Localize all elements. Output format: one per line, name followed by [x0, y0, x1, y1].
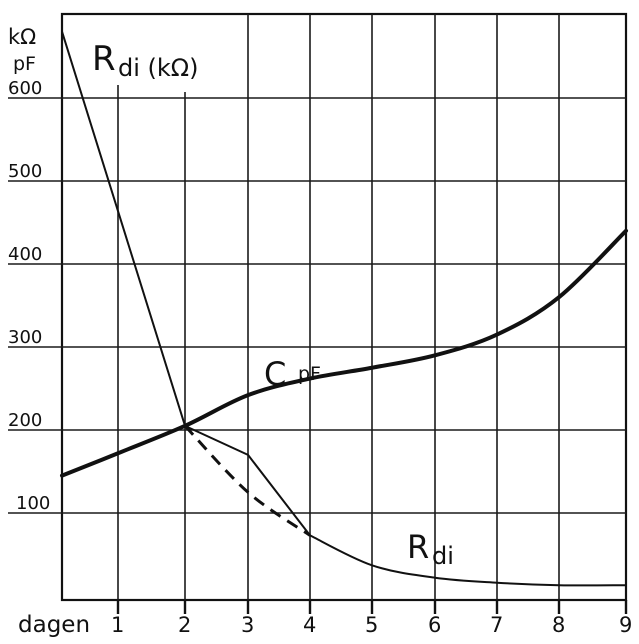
rdi-title-label: R di (kΩ): [92, 39, 199, 82]
y-tick-labels: 100 200 300 400 500 600: [8, 78, 50, 514]
cpf-curve: [60, 228, 628, 478]
x-tick-label: 3: [241, 613, 254, 637]
y-tick-label: 600: [8, 78, 42, 99]
x-tick-label: 7: [490, 613, 503, 637]
rdi-curve: [61, 31, 627, 587]
x-axis-label: dagen: [18, 612, 90, 638]
svg-text:R: R: [92, 39, 116, 79]
rdi-curve-label: R di: [407, 528, 454, 570]
series: [60, 31, 628, 587]
y-unit-kohm: kΩ: [8, 25, 36, 49]
x-tick-label: 4: [303, 613, 316, 637]
x-tick-labels: 1 2 3 4 5 6 7 8 9: [111, 613, 632, 637]
plot-frame: [60, 12, 628, 602]
x-tick-label: 8: [552, 613, 565, 637]
y-tick-label: 300: [8, 327, 42, 348]
rdi-dashed-curve: [183, 424, 311, 537]
svg-text:di (kΩ): di (kΩ): [118, 54, 199, 82]
svg-text:C: C: [264, 355, 286, 393]
x-tick-label: 2: [178, 613, 191, 637]
svg-text:pF: pF: [298, 363, 321, 385]
svg-text:di: di: [432, 542, 454, 570]
x-tick-label: 9: [619, 613, 632, 637]
x-tick-label: 5: [365, 613, 378, 637]
axis-ticks: [116, 600, 628, 614]
x-tick-label: 6: [428, 613, 441, 637]
svg-text:R: R: [407, 528, 429, 566]
cpf-curve-label: C pF: [264, 355, 321, 393]
y-tick-label: 100: [16, 493, 50, 514]
y-unit-pf: pF: [13, 53, 36, 75]
y-tick-label: 400: [8, 244, 42, 265]
grid: [8, 12, 628, 602]
y-tick-label: 500: [8, 161, 42, 182]
y-tick-label: 200: [8, 410, 42, 431]
x-tick-label: 1: [111, 613, 124, 637]
